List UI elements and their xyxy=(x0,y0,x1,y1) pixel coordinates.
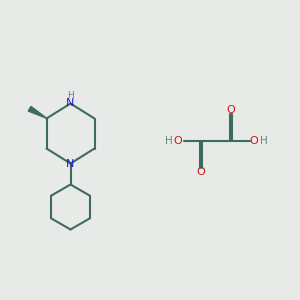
Text: N: N xyxy=(66,159,75,169)
Text: N: N xyxy=(66,98,75,108)
Polygon shape xyxy=(28,106,46,118)
Text: O: O xyxy=(226,105,236,115)
Text: H: H xyxy=(67,91,74,100)
Text: O: O xyxy=(249,136,258,146)
Text: O: O xyxy=(196,167,206,177)
Text: H: H xyxy=(260,136,268,146)
Text: H: H xyxy=(165,136,172,146)
Text: O: O xyxy=(173,136,182,146)
